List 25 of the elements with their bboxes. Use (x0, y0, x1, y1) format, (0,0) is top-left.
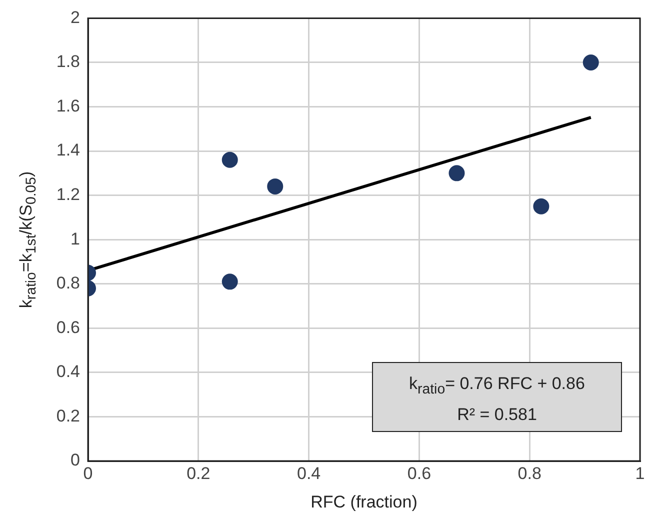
y-tick-label: 0.2 (56, 406, 80, 426)
point (222, 274, 238, 290)
point (267, 178, 284, 194)
y-tick-label: 2 (70, 8, 80, 27)
x-tick-label: 0.8 (518, 464, 542, 483)
y-tick-label: 1.2 (56, 185, 80, 204)
y-tick-label: 1 (70, 229, 80, 248)
point (222, 152, 238, 168)
y-tick-label: 0.4 (56, 362, 80, 382)
x-tick-label: 0.2 (186, 464, 210, 483)
equation-box: k$_{ratio}$= 0.76 RFC + 0.86 R² = 0.581 (372, 362, 622, 432)
y-tick-label: 0.8 (56, 274, 80, 293)
y-tick-label: 0.6 (56, 318, 80, 337)
x-tick-label: 0.4 (296, 464, 321, 483)
x-axis-title: RFC (fraction) (310, 492, 418, 512)
y-tick-label: 1.4 (56, 140, 80, 160)
point (533, 198, 550, 214)
x-tick-label: 0.6 (407, 464, 432, 483)
x-tick-label: 0 (83, 464, 93, 483)
y-tick-label: 1.6 (56, 96, 80, 116)
point (582, 54, 599, 70)
x-tick-label: 1 (635, 464, 645, 483)
point (448, 165, 465, 182)
y-tick-label: 0 (70, 450, 80, 470)
y-tick-label: 1.8 (56, 52, 80, 72)
